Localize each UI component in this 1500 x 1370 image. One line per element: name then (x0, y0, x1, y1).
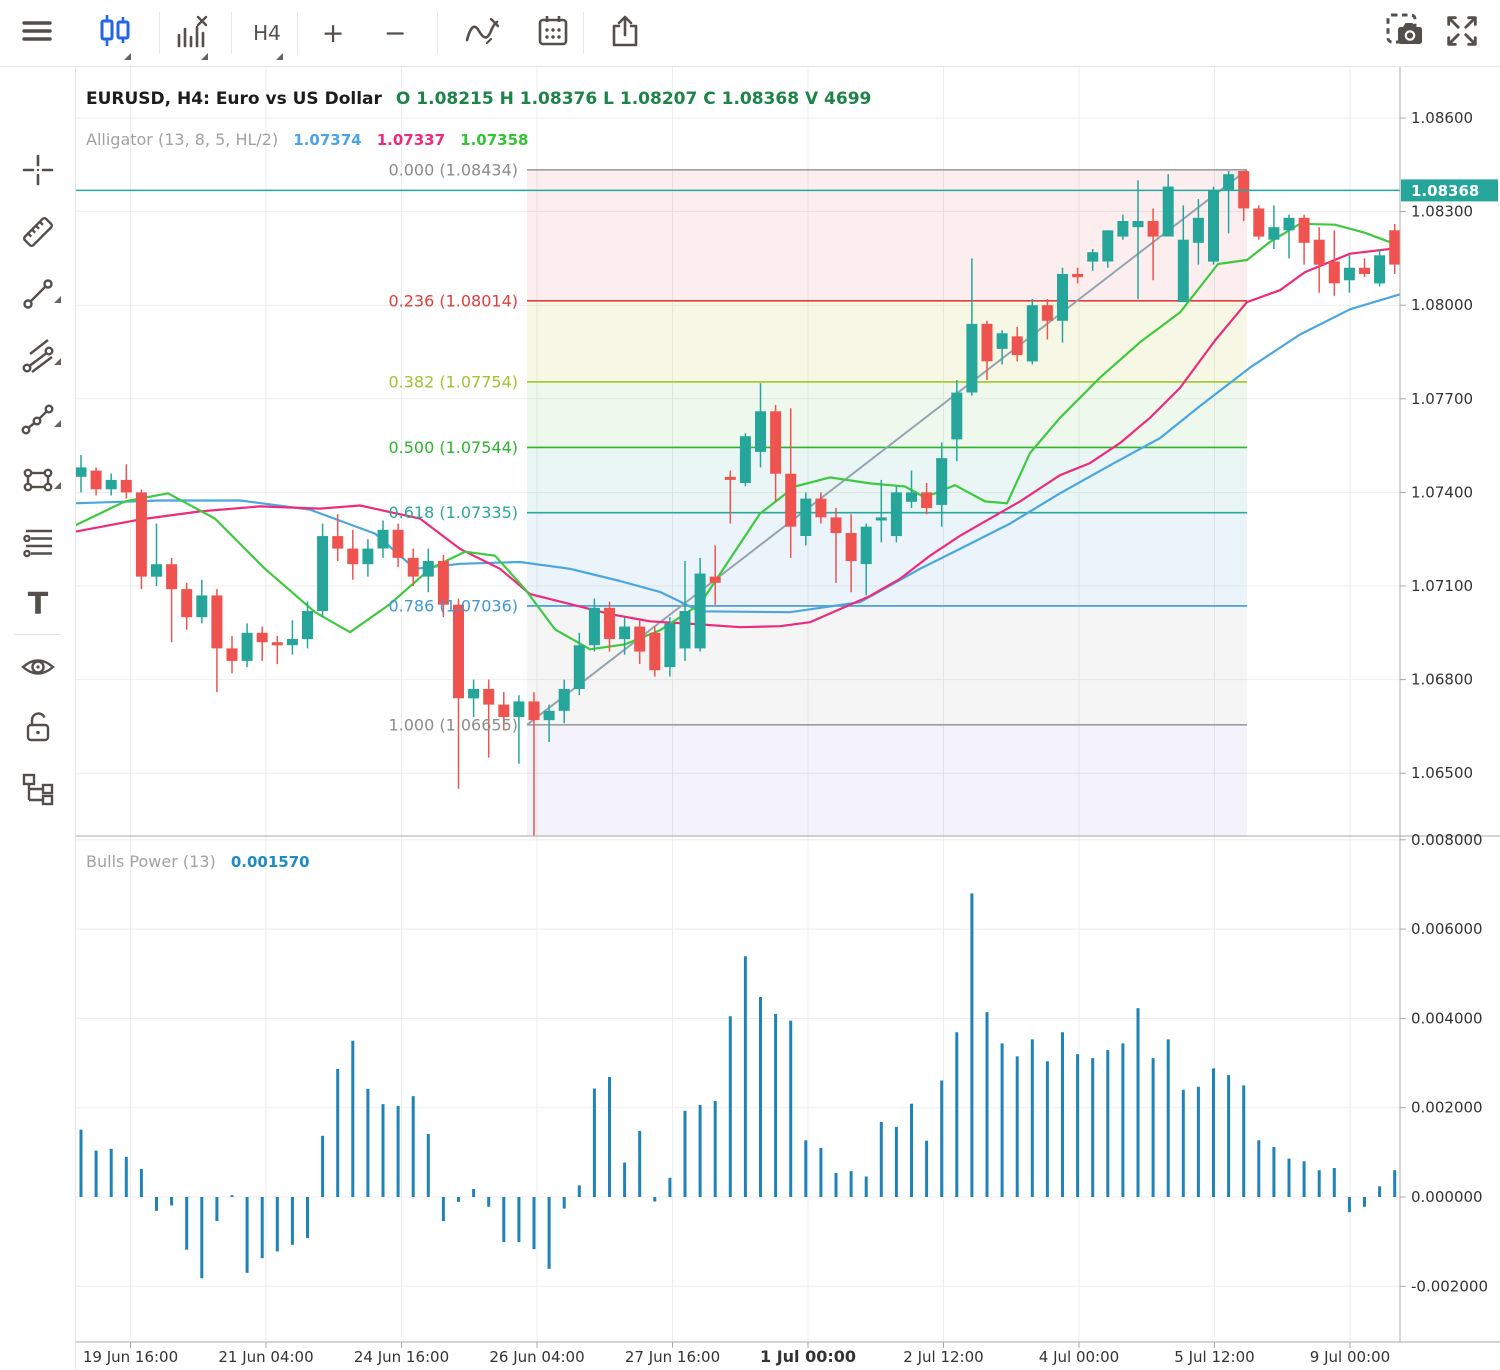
alligator-jaw-value: 1.07374 (293, 131, 362, 149)
camera-screenshot-icon (1384, 11, 1426, 55)
calendar-button[interactable] (529, 9, 577, 57)
bar-chart-x-icon (174, 13, 210, 53)
svg-text:0.500 (1.07544): 0.500 (1.07544) (388, 438, 518, 457)
svg-text:1.000 (1.06655): 1.000 (1.06655) (388, 715, 518, 734)
fullscreen-button[interactable] (1438, 9, 1486, 57)
svg-text:0.236 (1.08014): 0.236 (1.08014) (388, 291, 518, 310)
zoom-out-button[interactable]: − (371, 9, 419, 57)
svg-text:1.08368: 1.08368 (1411, 182, 1479, 200)
calendar-icon (535, 13, 571, 53)
timeframe-label: H4 (253, 21, 281, 45)
screenshot-button[interactable] (1381, 9, 1429, 57)
visibility-tool[interactable] (17, 646, 59, 688)
svg-text:0.008000: 0.008000 (1411, 831, 1483, 849)
svg-text:4 Jul 00:00: 4 Jul 00:00 (1039, 1348, 1119, 1366)
object-tree-tool[interactable] (17, 768, 59, 810)
svg-text:1.08000: 1.08000 (1411, 296, 1473, 314)
svg-text:9 Jul 00:00: 9 Jul 00:00 (1310, 1348, 1390, 1366)
dropdown-caret (54, 482, 61, 489)
dropdown-caret (54, 296, 61, 303)
toolbar-separator (437, 12, 438, 54)
chart-type-candles-button[interactable] (91, 9, 139, 57)
fib-retracement-tool[interactable] (17, 521, 59, 563)
svg-text:1.07100: 1.07100 (1411, 577, 1473, 595)
zoom-in-button[interactable]: + (309, 9, 357, 57)
svg-text:19 Jun 16:00: 19 Jun 16:00 (83, 1348, 178, 1366)
share-upload-icon (607, 13, 643, 53)
hamburger-icon (19, 13, 55, 53)
svg-text:1.08300: 1.08300 (1411, 203, 1473, 221)
expand-arrows-icon (1443, 12, 1481, 54)
svg-text:1.07700: 1.07700 (1411, 390, 1473, 408)
dropdown-caret (124, 53, 131, 60)
chart-title-row: EURUSD, H4: Euro vs US Dollar O 1.08215 H… (86, 89, 871, 109)
sidebar-divider (14, 634, 60, 635)
svg-text:24 Jun 16:00: 24 Jun 16:00 (354, 1348, 449, 1366)
svg-text:1.06500: 1.06500 (1411, 764, 1473, 782)
bulls-power-indicator-row[interactable]: Bulls Power (13) 0.001570 (86, 852, 310, 871)
unlock-tool[interactable] (17, 707, 59, 749)
channel-tool[interactable] (17, 335, 59, 377)
plus-icon: + (321, 17, 345, 49)
symbol-description: EURUSD, H4: Euro vs US Dollar (86, 89, 382, 109)
indicators-button[interactable] (458, 9, 506, 57)
svg-text:0.004000: 0.004000 (1411, 1009, 1483, 1027)
bulls-power-label: Bulls Power (13) (86, 852, 216, 871)
svg-text:1.07400: 1.07400 (1411, 483, 1473, 501)
svg-text:-0.002000: -0.002000 (1411, 1277, 1488, 1295)
toolbar-separator (231, 12, 232, 54)
alligator-label: Alligator (13, 8, 5, HL/2) (86, 130, 279, 149)
dropdown-caret (54, 358, 61, 365)
svg-text:0.006000: 0.006000 (1411, 920, 1483, 938)
alligator-teeth-value: 1.07337 (376, 131, 446, 149)
top-toolbar: H4 + − (0, 0, 1500, 67)
toolbar-separator (583, 12, 584, 54)
drawing-tools-sidebar: T (0, 66, 76, 1370)
svg-text:21 Jun 04:00: 21 Jun 04:00 (218, 1348, 313, 1366)
bulls-power-value: 0.001570 (230, 853, 310, 871)
share-button[interactable] (601, 9, 649, 57)
dropdown-ca­ret (54, 420, 61, 427)
shape-tool[interactable] (17, 459, 59, 501)
svg-text:1.06800: 1.06800 (1411, 671, 1473, 689)
svg-text:T: T (28, 587, 49, 622)
polyline-tool[interactable] (17, 397, 59, 439)
svg-text:0.382 (1.07754): 0.382 (1.07754) (388, 373, 518, 392)
svg-text:26 Jun 04:00: 26 Jun 04:00 (489, 1348, 584, 1366)
svg-text:1 Jul 00:00: 1 Jul 00:00 (760, 1347, 856, 1366)
alligator-indicator-row[interactable]: Alligator (13, 8, 5, HL/2) 1.07374 1.073… (86, 130, 528, 149)
ohlcv-values: O 1.08215 H 1.08376 L 1.08207 C 1.08368 … (395, 89, 872, 109)
svg-text:2 Jul 12:00: 2 Jul 12:00 (903, 1348, 983, 1366)
dropdown-caret (276, 53, 283, 60)
svg-text:0.618 (1.07335): 0.618 (1.07335) (388, 503, 518, 522)
candlestick-icon (98, 13, 132, 53)
dropdown-caret (201, 53, 208, 60)
svg-text:0.002000: 0.002000 (1411, 1099, 1483, 1117)
svg-text:0.786 (1.07036): 0.786 (1.07036) (388, 597, 518, 616)
minus-icon: − (383, 17, 407, 49)
crosshair-tool[interactable] (17, 149, 59, 191)
text-tool[interactable]: T (17, 583, 59, 625)
timeframe-button[interactable]: H4 (243, 9, 291, 57)
indicator-wave-icon (463, 13, 501, 53)
svg-text:0.000000: 0.000000 (1411, 1188, 1483, 1206)
chart-type-bars-button[interactable] (168, 9, 216, 57)
ruler-tool[interactable] (17, 211, 59, 253)
trend-line-tool[interactable] (17, 273, 59, 315)
alligator-lips-value: 1.07358 (460, 131, 529, 149)
menu-button[interactable] (13, 9, 61, 57)
toolbar-separator (159, 12, 160, 54)
toolbar-separator (297, 12, 298, 54)
svg-text:1.08600: 1.08600 (1411, 109, 1473, 127)
svg-text:27 Jun 16:00: 27 Jun 16:00 (625, 1348, 720, 1366)
svg-text:0.000 (1.08434): 0.000 (1.08434) (388, 160, 518, 179)
svg-text:5 Jul 12:00: 5 Jul 12:00 (1174, 1348, 1254, 1366)
